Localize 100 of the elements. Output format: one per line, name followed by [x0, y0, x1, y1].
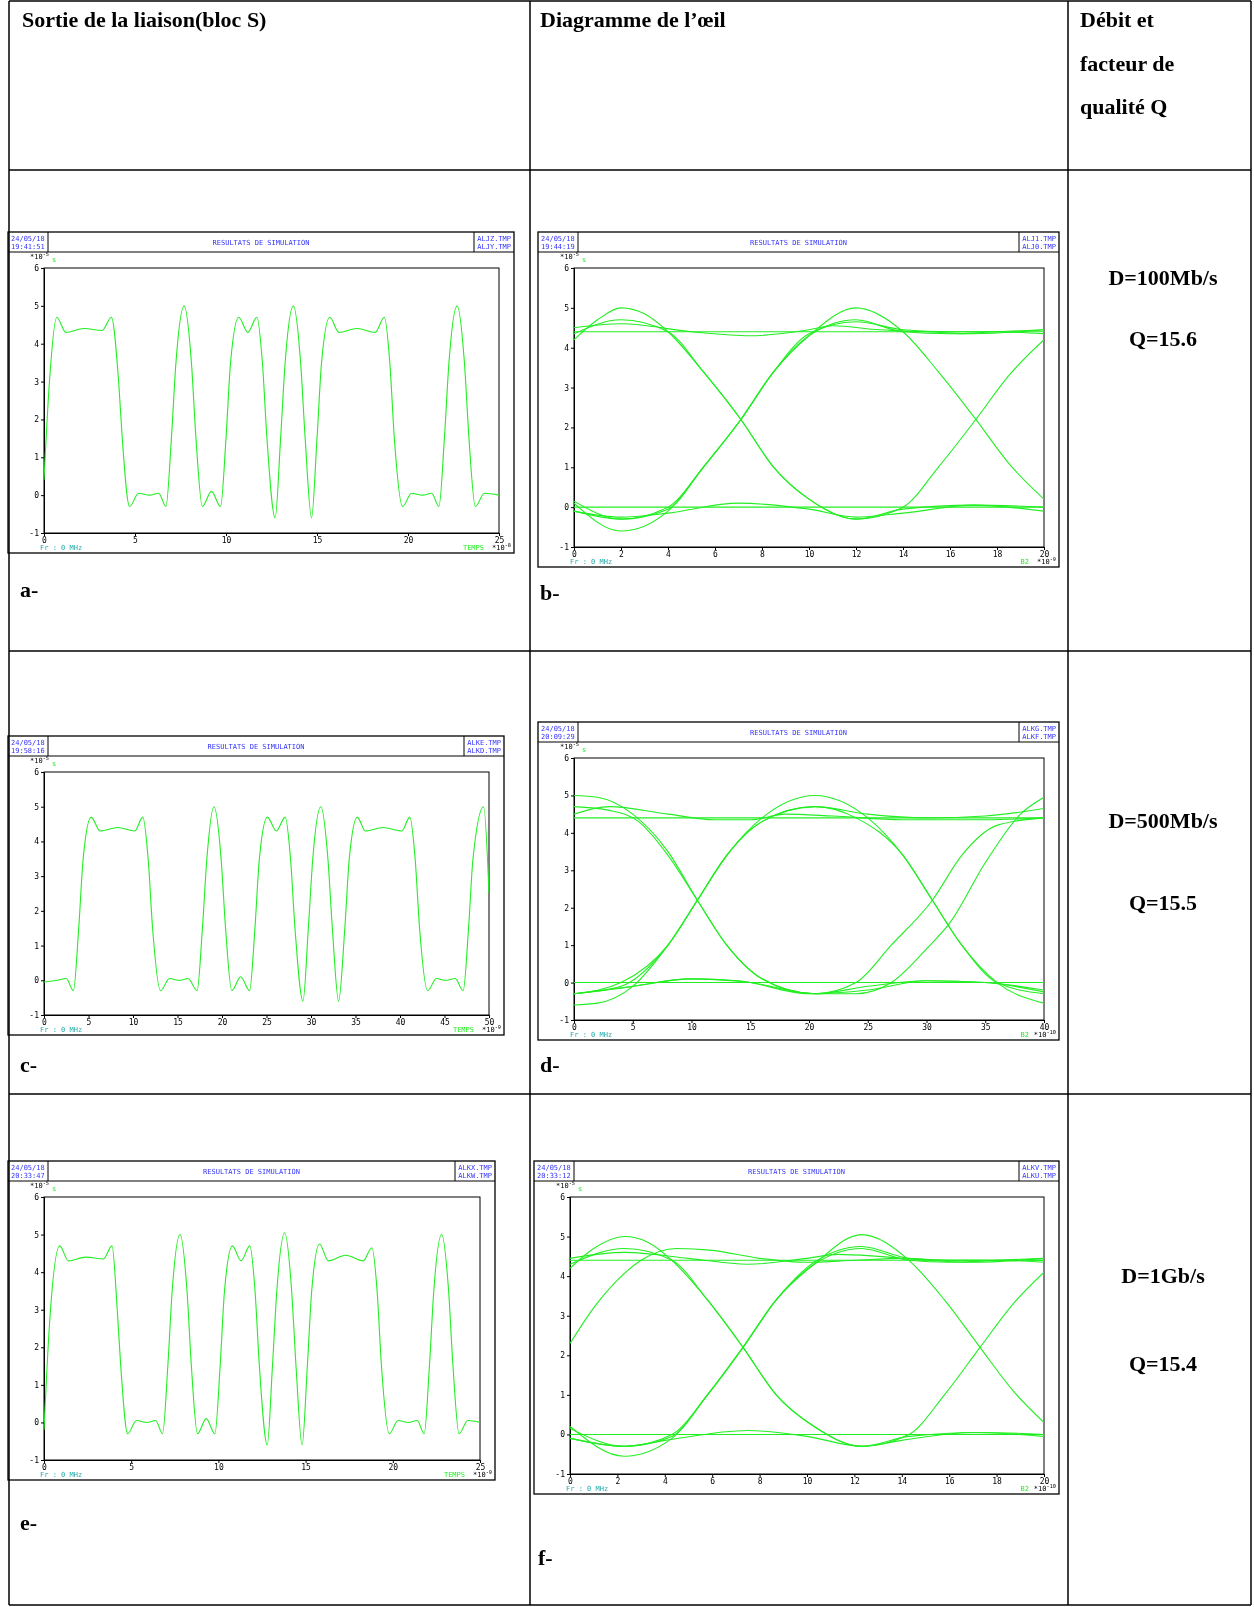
x-tick-label: 20 [403, 535, 414, 545]
y-tick-label: 5 [34, 802, 40, 812]
y-tick-label: 5 [34, 1230, 40, 1240]
y-tick-label: 2 [34, 906, 40, 916]
x-tick-label: 10 [128, 1017, 139, 1027]
x-tick-label: 5 [129, 1462, 135, 1472]
text: D=100Mb/s [1108, 265, 1218, 290]
x-tick-label: 14 [898, 549, 909, 559]
x-tick-label: 20 [217, 1017, 228, 1027]
y-tick-label: 6 [34, 264, 40, 274]
y-tick-label: 2 [564, 423, 570, 433]
x-tick-label: 15 [745, 1022, 756, 1032]
x-tick-label: 50 [484, 1017, 495, 1027]
y-tick-label: 1 [564, 463, 570, 473]
y-tick-label: -1 [559, 543, 570, 553]
y-tick-label: 0 [564, 978, 570, 988]
text: f- [538, 1545, 553, 1570]
y-tick-label: 2 [34, 1343, 40, 1353]
x-tick-label: 0 [42, 535, 48, 545]
y-tick-label: 1 [34, 453, 40, 463]
x-tick-label: 0 [572, 1022, 578, 1032]
y-tick-label: 4 [564, 343, 570, 353]
y-tick-label: 2 [34, 415, 40, 425]
x-tick-label: 25 [262, 1017, 272, 1027]
text: Débit et facteur de qualité Q [1080, 7, 1175, 119]
y-tick-label: 3 [34, 872, 40, 882]
y-tick-label: 3 [564, 866, 570, 876]
y-tick-label: 4 [34, 339, 40, 349]
y-tick-label: 5 [34, 301, 40, 311]
x-tick-label: 10 [802, 1476, 813, 1486]
x-tick-label: 20 [1039, 549, 1050, 559]
text: Sortie de la liaison(bloc S) [22, 7, 267, 32]
x-tick-label: 4 [666, 549, 672, 559]
x-tick-label: 35 [351, 1017, 361, 1027]
y-tick-label: 6 [34, 1193, 40, 1203]
x-tick-label: 8 [760, 549, 766, 559]
y-tick-label: 2 [560, 1351, 566, 1361]
y-tick-label: 0 [564, 503, 570, 513]
y-tick-label: 6 [564, 754, 570, 764]
y-tick-label: 3 [34, 1305, 40, 1315]
y-tick-label: 0 [34, 1418, 40, 1428]
y-tick-label: -1 [29, 529, 40, 539]
y-tick-label: 4 [560, 1272, 566, 1282]
y-tick-label: 6 [564, 264, 570, 274]
x-tick-label: 30 [306, 1017, 317, 1027]
x-tick-label: 14 [897, 1476, 908, 1486]
y-tick-label: 4 [564, 828, 570, 838]
x-tick-label: 12 [850, 1476, 860, 1486]
text: D=500Mb/s [1108, 808, 1218, 833]
y-tick-label: 5 [564, 791, 570, 801]
x-tick-label: 10 [214, 1462, 224, 1472]
y-tick-label: 0 [34, 976, 40, 986]
y-tick-label: 5 [560, 1232, 566, 1242]
text: Q=15.6 [1128, 326, 1198, 351]
x-tick-label: 5 [86, 1017, 92, 1027]
text: e- [20, 1510, 38, 1535]
x-tick-label: 0 [42, 1017, 48, 1027]
x-tick-label: 25 [475, 1462, 486, 1472]
x-tick-label: 16 [944, 1476, 955, 1486]
x-tick-label: 10 [804, 549, 815, 559]
x-tick-label: 2 [619, 549, 625, 559]
x-tick-label: 45 [440, 1017, 450, 1027]
text: D=1Gb/s [1121, 1263, 1206, 1288]
x-tick-label: 0 [42, 1462, 48, 1472]
text: b- [540, 580, 560, 605]
y-tick-label: 5 [564, 303, 570, 313]
x-tick-label: 20 [804, 1022, 815, 1032]
x-tick-label: 6 [710, 1476, 716, 1486]
x-tick-label: 20 [388, 1462, 399, 1472]
x-tick-label: 10 [221, 535, 232, 545]
x-tick-label: 18 [992, 549, 1003, 559]
y-tick-label: 3 [560, 1311, 566, 1321]
text: Q=15.5 [1128, 890, 1198, 915]
y-tick-label: 4 [34, 1268, 40, 1278]
y-tick-label: 6 [560, 1193, 566, 1203]
x-tick-label: 6 [713, 549, 719, 559]
text: c- [20, 1052, 38, 1077]
y-tick-label: 0 [560, 1430, 566, 1440]
y-tick-label: 1 [34, 1380, 40, 1390]
x-tick-label: 15 [173, 1017, 183, 1027]
y-tick-label: -1 [29, 1011, 40, 1021]
x-tick-label: 16 [945, 549, 956, 559]
x-tick-label: 35 [980, 1022, 991, 1032]
x-tick-label: 40 [395, 1017, 406, 1027]
x-tick-label: 8 [757, 1476, 763, 1486]
x-tick-label: 5 [133, 535, 139, 545]
x-tick-label: 25 [863, 1022, 874, 1032]
text: d- [540, 1052, 560, 1077]
y-tick-label: 2 [564, 903, 570, 913]
x-tick-label: 15 [312, 535, 323, 545]
x-tick-label: 15 [301, 1462, 312, 1472]
y-tick-label: 3 [34, 377, 40, 387]
text: Diagramme de l’œil [540, 7, 726, 32]
x-tick-label: 30 [922, 1022, 932, 1032]
x-tick-label: 18 [992, 1476, 1003, 1486]
y-tick-label: -1 [559, 1016, 570, 1026]
y-tick-label: 1 [560, 1390, 566, 1400]
x-tick-label: 5 [630, 1022, 636, 1032]
y-tick-label: 1 [34, 941, 40, 951]
y-tick-label: 1 [564, 941, 570, 951]
